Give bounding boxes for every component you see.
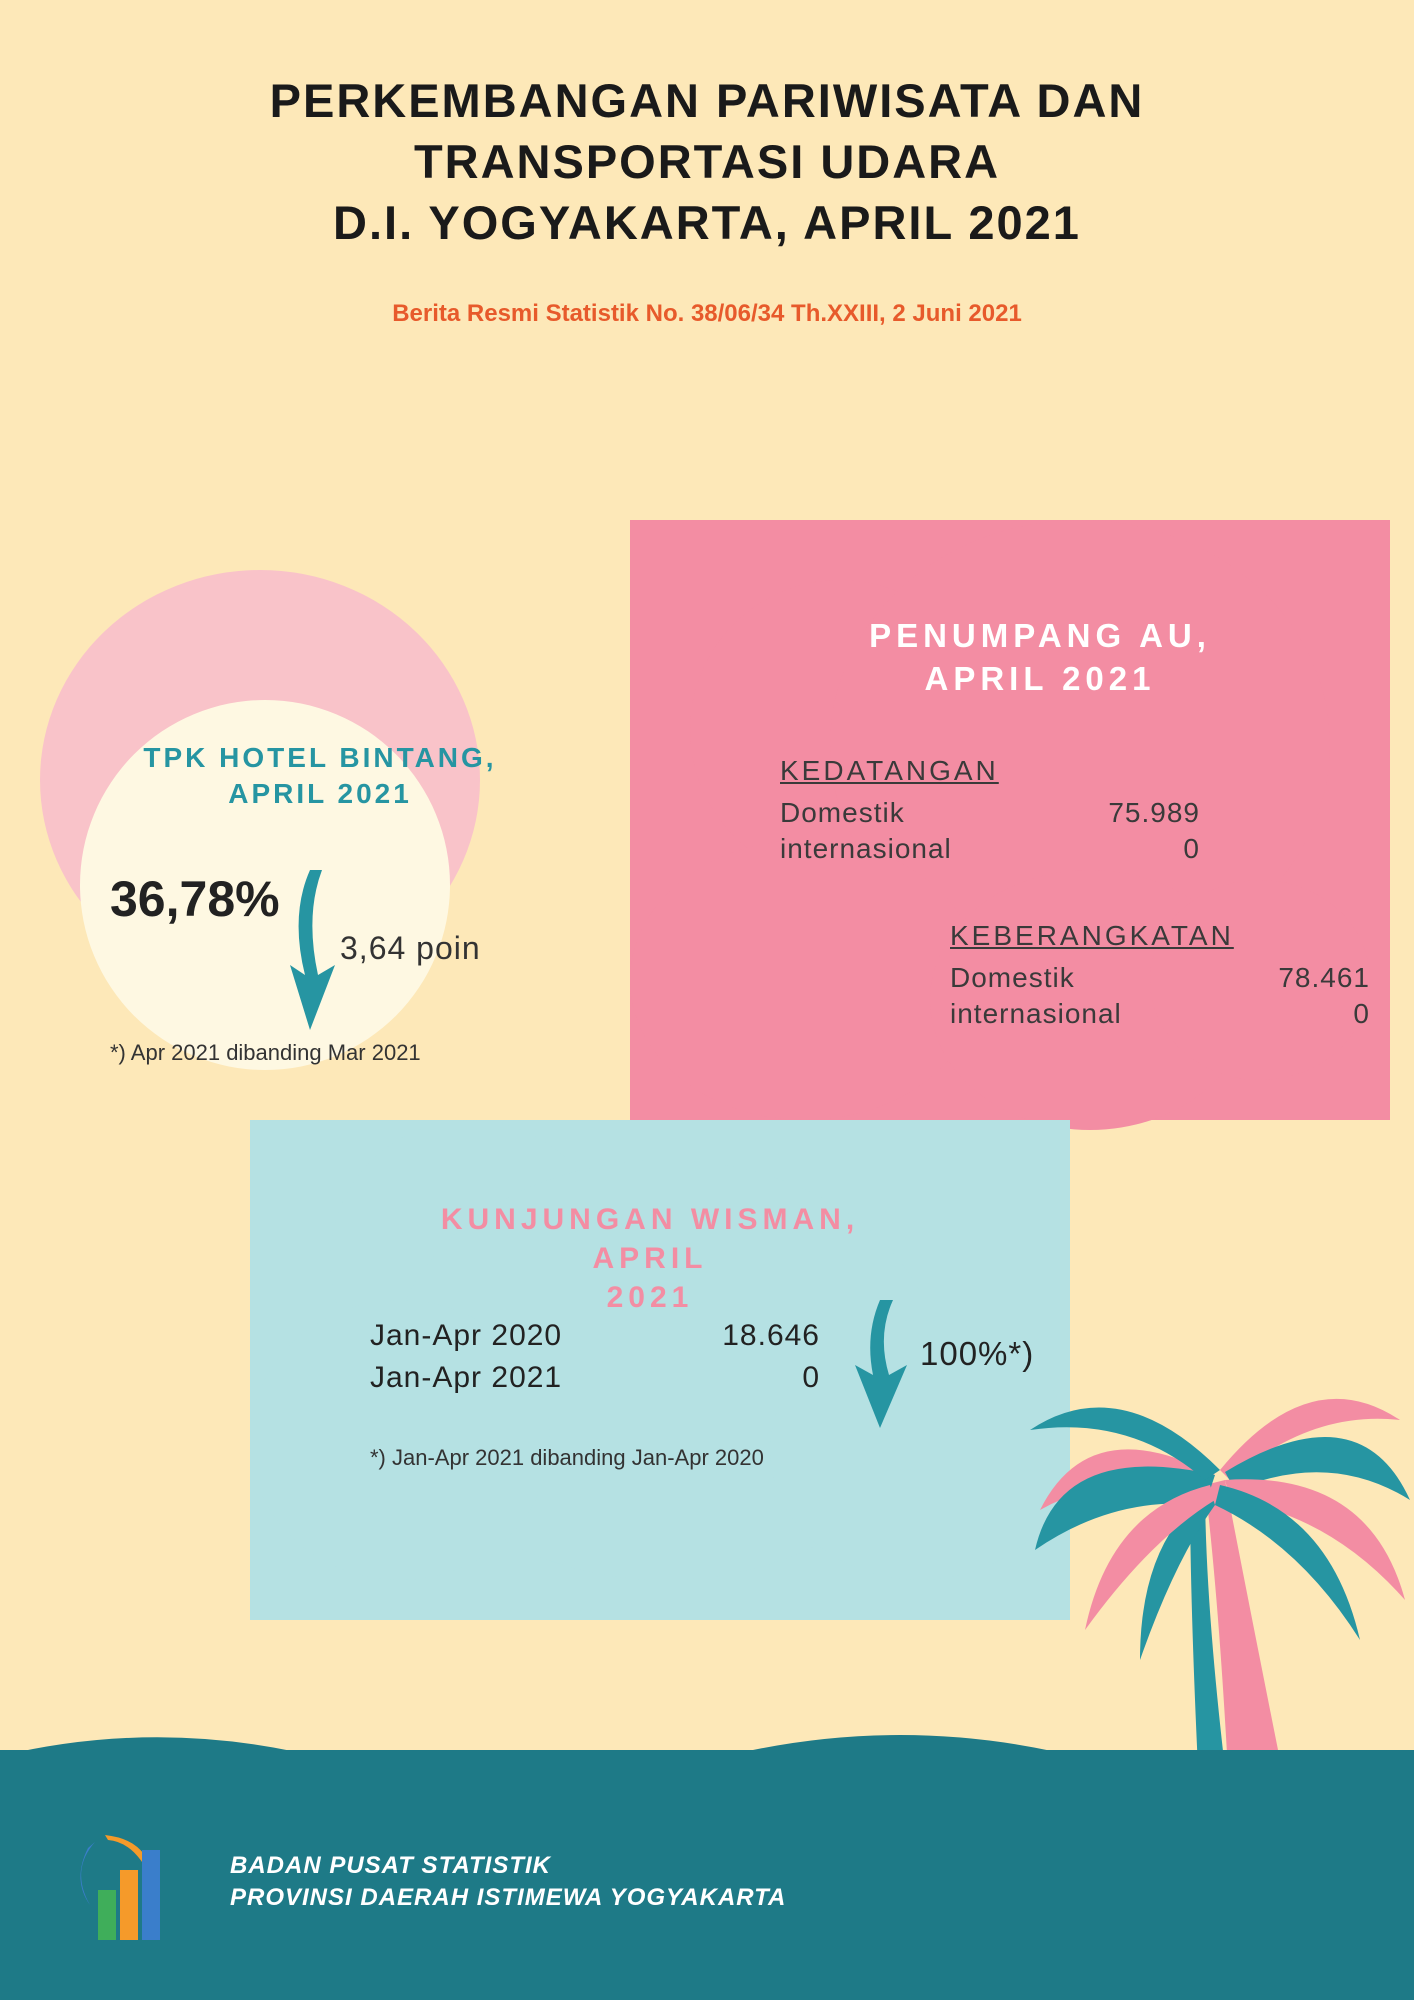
- keb-intl-value: 0: [1353, 996, 1370, 1032]
- pen-title-line1: PENUMPANG AU,: [869, 617, 1211, 654]
- footer-text: BADAN PUSAT STATISTIK PROVINSI DAERAH IS…: [230, 1850, 786, 1915]
- bps-logo: [60, 1830, 200, 1950]
- title-line2: TRANSPORTASI UDARA: [414, 135, 1000, 188]
- title-line1: PERKEMBANGAN PARIWISATA DAN: [270, 74, 1145, 127]
- down-arrow-icon: [280, 865, 340, 1035]
- kedatangan-data: Domestik 75.989 internasional 0: [780, 795, 1200, 868]
- footer-line1: BADAN PUSAT STATISTIK: [230, 1852, 551, 1879]
- tpk-title: TPK HOTEL BINTANG, APRIL 2021: [120, 740, 520, 813]
- publication-subtitle: Berita Resmi Statistik No. 38/06/34 Th.X…: [0, 300, 1414, 328]
- tpk-change: 3,64 poin: [340, 930, 481, 967]
- kedatangan-label: KEDATANGAN: [780, 755, 999, 787]
- wisman-title: KUNJUNGAN WISMAN, APRIL 2021: [380, 1200, 920, 1317]
- wisman-row2-value: 0: [802, 1357, 820, 1399]
- keb-domestik-value: 78.461: [1278, 960, 1370, 996]
- ked-intl-row: internasional 0: [780, 831, 1200, 867]
- ked-domestik-row: Domestik 75.989: [780, 795, 1200, 831]
- keb-intl-row: internasional 0: [950, 996, 1370, 1032]
- ked-domestik-label: Domestik: [780, 795, 905, 831]
- wisman-change: 100%*): [920, 1335, 1034, 1373]
- down-arrow-icon: [845, 1300, 915, 1430]
- keb-domestik-row: Domestik 78.461: [950, 960, 1370, 996]
- keb-domestik-label: Domestik: [950, 960, 1075, 996]
- ked-intl-label: internasional: [780, 831, 952, 867]
- footer-line2: PROVINSI DAERAH ISTIMEWA YOGYAKARTA: [230, 1884, 786, 1911]
- infographic-page: PERKEMBANGAN PARIWISATA DAN TRANSPORTASI…: [0, 0, 1414, 2000]
- wis-title-line2: 2021: [607, 1281, 694, 1314]
- keberangkatan-label: KEBERANGKATAN: [950, 920, 1234, 952]
- wis-title-line1: KUNJUNGAN WISMAN, APRIL: [441, 1203, 859, 1275]
- wisman-row1-label: Jan-Apr 2020: [370, 1315, 562, 1357]
- pen-title-line2: APRIL 2021: [925, 660, 1156, 697]
- penumpang-title: PENUMPANG AU, APRIL 2021: [830, 615, 1250, 701]
- tpk-note: *) Apr 2021 dibanding Mar 2021: [110, 1040, 421, 1066]
- title-line3: D.I. YOGYAKARTA, APRIL 2021: [333, 196, 1081, 249]
- tpk-title-line1: TPK HOTEL BINTANG,: [143, 742, 496, 773]
- ked-intl-value: 0: [1183, 831, 1200, 867]
- ked-domestik-value: 75.989: [1108, 795, 1200, 831]
- page-title: PERKEMBANGAN PARIWISATA DAN TRANSPORTASI…: [0, 70, 1414, 253]
- wisman-row2-label: Jan-Apr 2021: [370, 1357, 562, 1399]
- tpk-percent: 36,78%: [110, 870, 280, 928]
- tpk-title-line2: APRIL 2021: [228, 778, 412, 809]
- keb-intl-label: internasional: [950, 996, 1122, 1032]
- wisman-note: *) Jan-Apr 2021 dibanding Jan-Apr 2020: [370, 1445, 764, 1471]
- wisman-row1: Jan-Apr 2020 18.646: [370, 1315, 820, 1357]
- wisman-row1-value: 18.646: [722, 1315, 820, 1357]
- keberangkatan-data: Domestik 78.461 internasional 0: [950, 960, 1370, 1033]
- wisman-data: Jan-Apr 2020 18.646 Jan-Apr 2021 0: [370, 1315, 820, 1399]
- wisman-row2: Jan-Apr 2021 0: [370, 1357, 820, 1399]
